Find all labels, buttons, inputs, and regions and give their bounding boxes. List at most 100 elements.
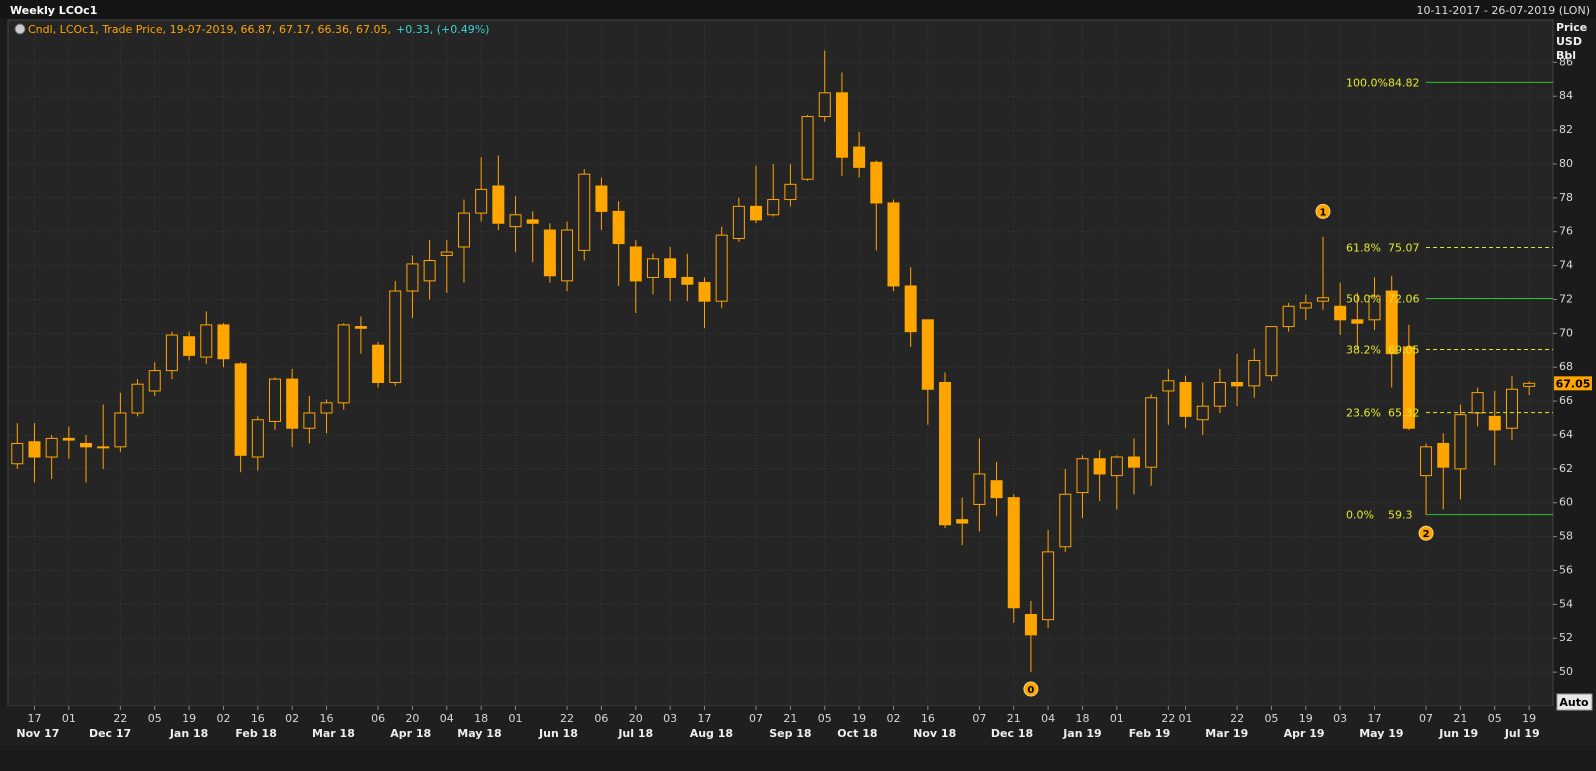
x-tick-label: 19 — [852, 712, 866, 725]
candle-body — [148, 370, 161, 392]
y-tick-label: 72 — [1559, 292, 1573, 305]
candle-body — [870, 161, 883, 204]
candle-body — [303, 412, 316, 429]
x-tick-label: 05 — [818, 712, 832, 725]
candle-body — [664, 258, 677, 278]
candle-body — [681, 276, 694, 285]
candle-body — [1093, 458, 1106, 475]
candle-body — [1007, 497, 1020, 609]
y-tick-label: 66 — [1559, 394, 1573, 407]
month-label: Jul 19 — [1504, 727, 1540, 740]
x-tick-label: 07 — [1419, 712, 1433, 725]
last-price-label: 67.05 — [1556, 377, 1591, 390]
y-tick-label: 74 — [1559, 259, 1573, 272]
candle-body — [750, 205, 763, 221]
candle-body — [1402, 346, 1415, 429]
annotation-marker — [1418, 525, 1434, 541]
candle-body — [904, 285, 917, 333]
candle-body — [1179, 381, 1192, 417]
x-tick-label: 22 — [1230, 712, 1244, 725]
candle-body — [1024, 614, 1037, 636]
candle-body — [475, 188, 488, 214]
annotation-marker — [1315, 203, 1331, 219]
y-tick-label: 64 — [1559, 428, 1573, 441]
candle-body — [543, 229, 556, 277]
candle-body — [1437, 442, 1450, 468]
candle-body — [1110, 456, 1123, 477]
auto-label[interactable]: Auto — [1559, 696, 1589, 709]
candle-body — [406, 263, 419, 292]
x-axis-bar — [0, 706, 1596, 746]
candle-body — [646, 258, 659, 278]
candle-body — [1282, 305, 1295, 328]
candle-body — [457, 212, 470, 248]
y-tick-label: 58 — [1559, 530, 1573, 543]
candle-body — [234, 363, 247, 456]
month-label: Apr 19 — [1284, 727, 1325, 740]
candle-body — [337, 324, 350, 404]
candle-body — [509, 214, 522, 228]
candle-body — [440, 251, 453, 256]
x-tick-label: 01 — [1179, 712, 1193, 725]
chart-title: Weekly LCOc1 — [10, 4, 97, 17]
candle-body — [939, 381, 952, 526]
y-tick-label: 50 — [1559, 665, 1573, 678]
candle-body — [732, 205, 745, 240]
x-tick-label: 01 — [509, 712, 523, 725]
candle-body — [423, 260, 436, 282]
month-label: Nov 18 — [913, 727, 956, 740]
candle-body — [1059, 493, 1072, 548]
candle-body — [629, 246, 642, 282]
fib-value: 65.32 — [1388, 407, 1420, 420]
month-label: Jul 18 — [617, 727, 653, 740]
y-tick-label: 52 — [1559, 631, 1573, 644]
candle-body — [1076, 458, 1089, 494]
candle-body — [1145, 397, 1158, 468]
month-label: Apr 18 — [390, 727, 431, 740]
candle-body — [801, 116, 814, 180]
annotation-marker — [1023, 681, 1039, 697]
candle-body — [715, 234, 728, 302]
candle-body — [1454, 414, 1467, 470]
candle-body — [767, 199, 780, 216]
candle-body — [1488, 415, 1501, 431]
candle-body — [1128, 456, 1140, 468]
month-label: Aug 18 — [690, 727, 733, 740]
y-tick-label: 76 — [1559, 225, 1573, 238]
candle-body — [320, 402, 333, 414]
x-tick-label: 04 — [1041, 712, 1055, 725]
x-tick-label: 03 — [1333, 712, 1347, 725]
x-tick-label: 05 — [1488, 712, 1502, 725]
candle-body — [11, 442, 24, 465]
x-tick-label: 16 — [921, 712, 935, 725]
x-tick-label: 19 — [1522, 712, 1536, 725]
y-tick-label: 80 — [1559, 157, 1573, 170]
candle-body — [526, 219, 539, 224]
legend-change: +0.33, (+0.49%) — [396, 23, 489, 36]
candle-body — [612, 210, 625, 245]
x-tick-label: 05 — [1264, 712, 1278, 725]
month-label: Mar 18 — [312, 727, 355, 740]
candle-body — [956, 519, 969, 524]
x-tick-label: 22 — [113, 712, 127, 725]
candle-body — [1231, 381, 1244, 387]
date-range: 10-11-2017 - 26-07-2019 (LON) — [1416, 4, 1590, 17]
month-label: Dec 17 — [89, 727, 131, 740]
y-tick-label: 86 — [1559, 55, 1573, 68]
candle-body — [1316, 297, 1329, 302]
y-tick-label: 70 — [1559, 326, 1573, 339]
month-label: Mar 19 — [1205, 727, 1248, 740]
x-tick-label: 01 — [62, 712, 76, 725]
y-tick-label: 68 — [1559, 360, 1573, 373]
candle-body — [1299, 302, 1312, 309]
annotation-label: 1 — [1319, 207, 1326, 218]
y-axis-label: USD — [1556, 35, 1582, 48]
candle-body — [354, 326, 367, 329]
month-label: Dec 18 — [991, 727, 1033, 740]
candle-body — [784, 183, 797, 201]
x-tick-label: 19 — [182, 712, 196, 725]
fib-percent: 0.0% — [1346, 509, 1374, 522]
auto-button[interactable] — [1556, 693, 1593, 711]
candle-body — [1042, 551, 1055, 621]
candle-body — [1368, 295, 1381, 321]
